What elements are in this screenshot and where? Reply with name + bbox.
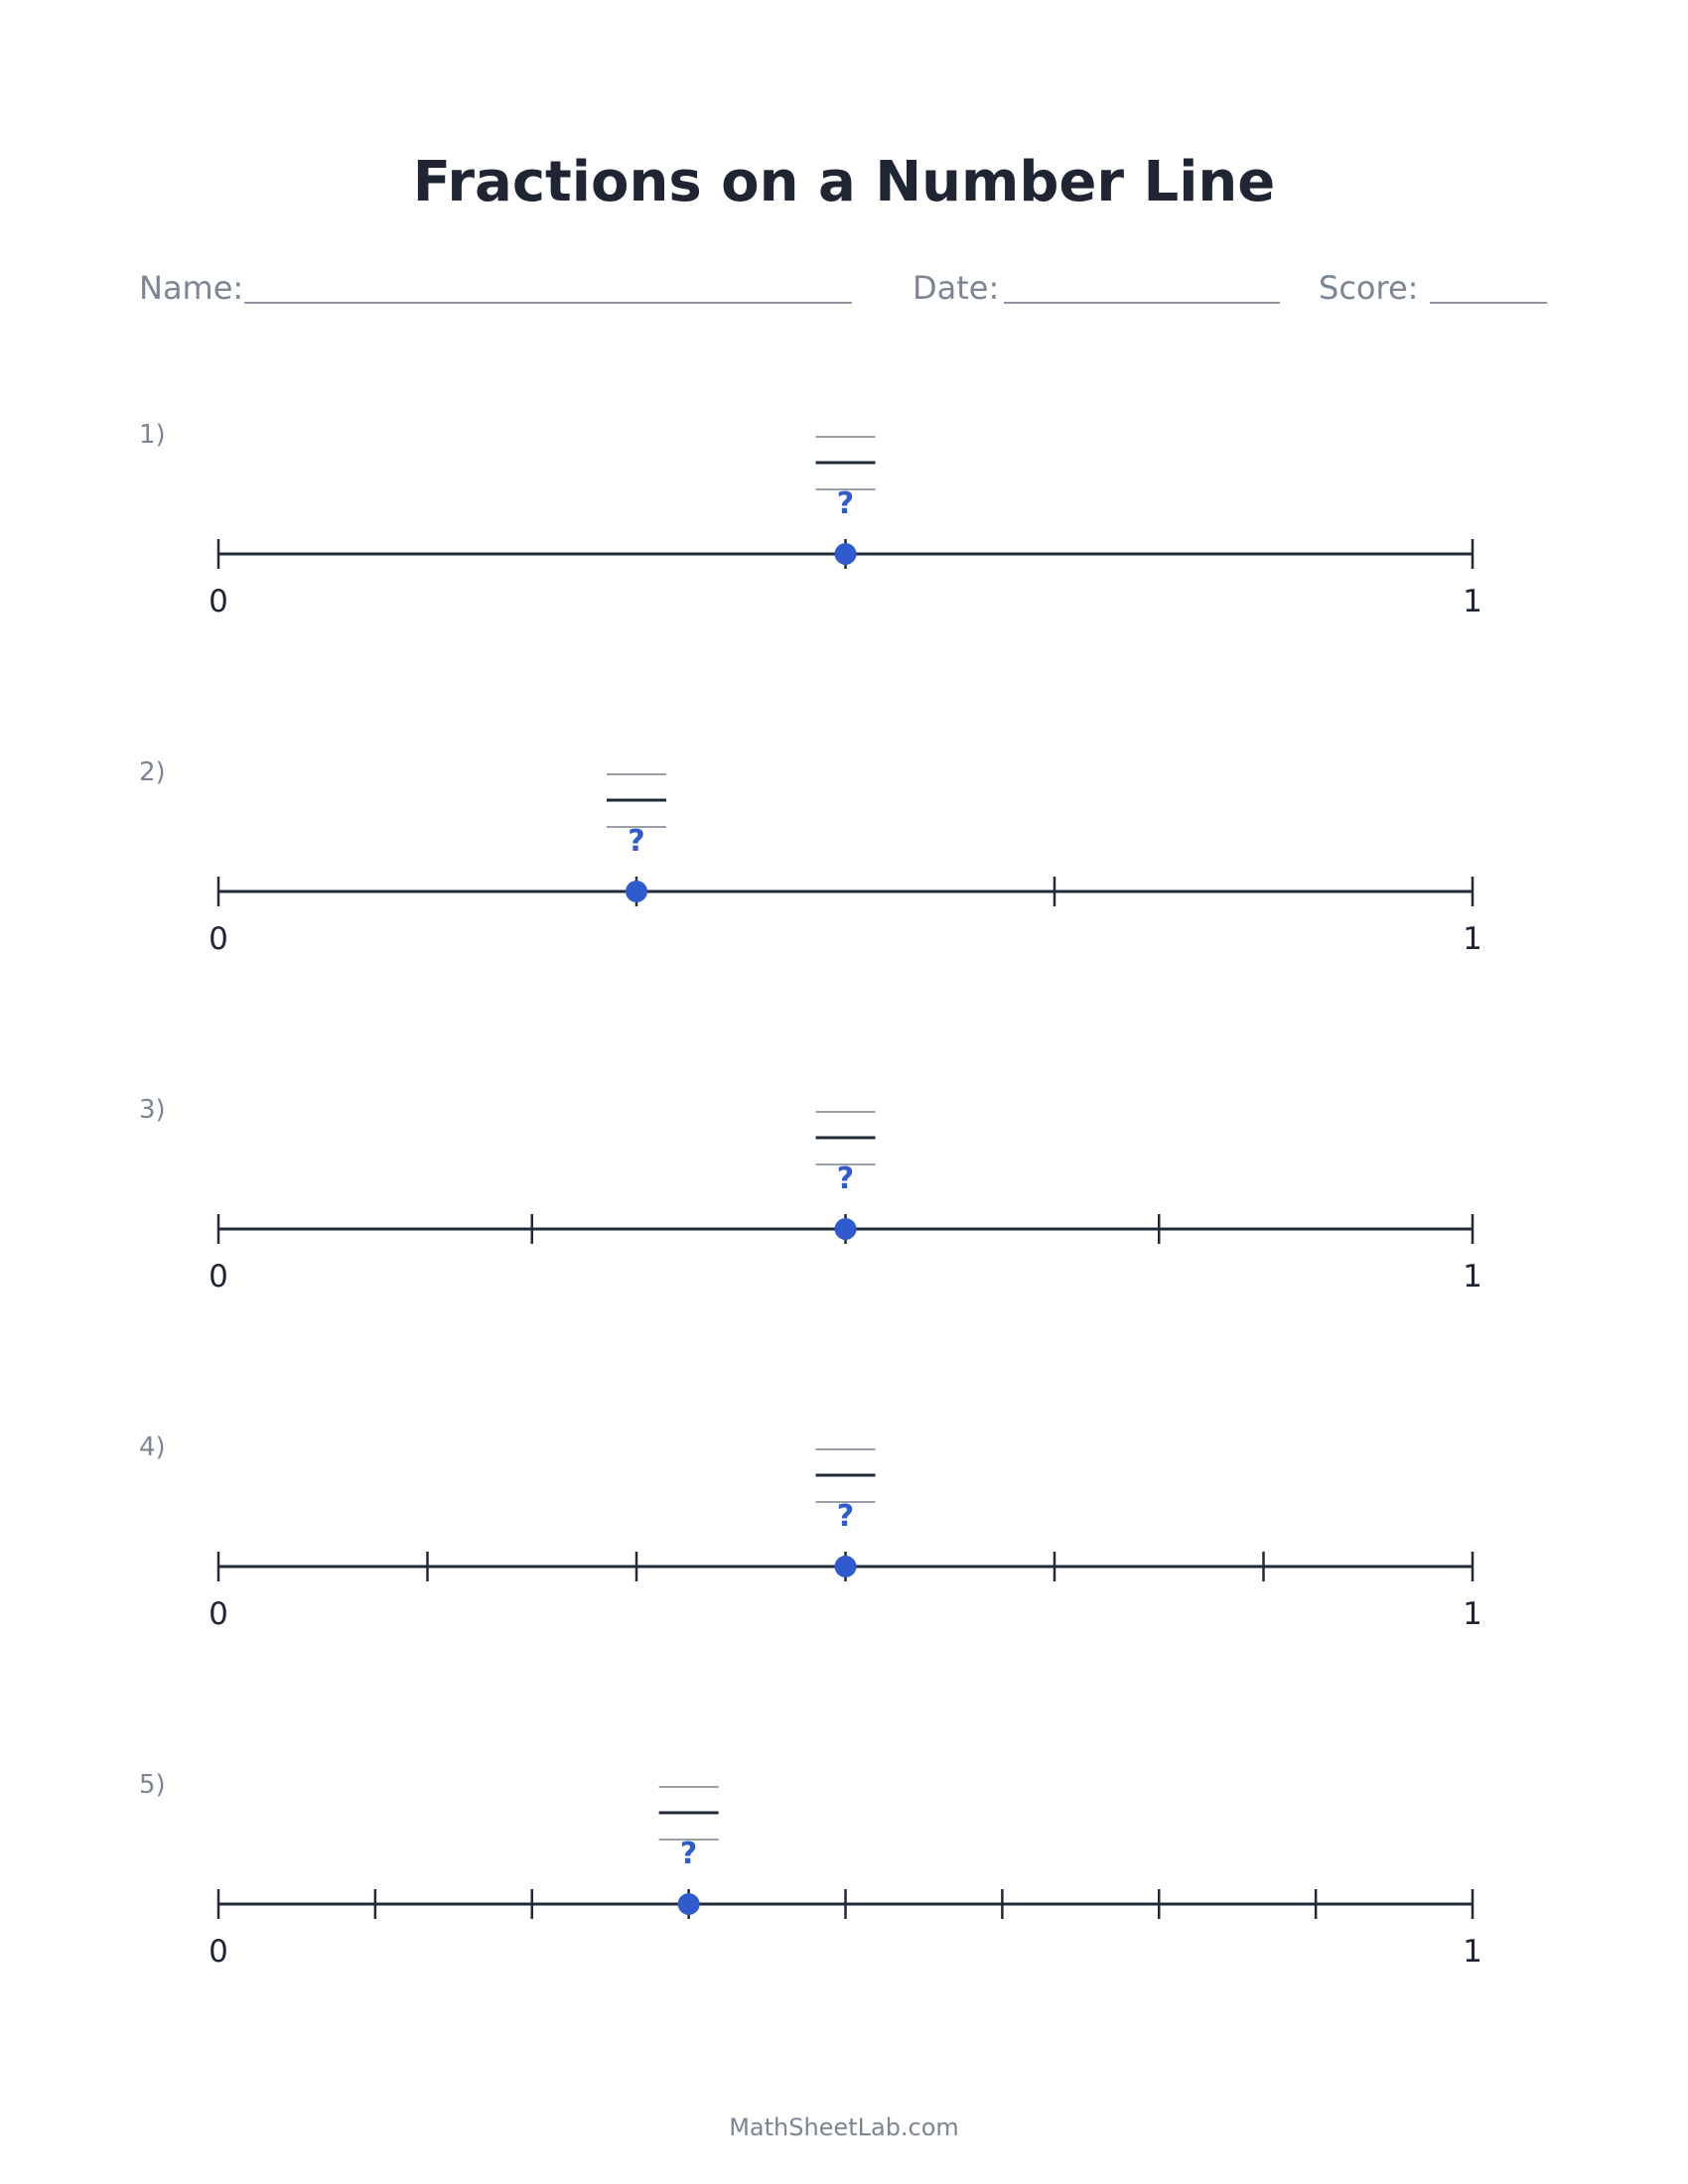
date-field[interactable] (1004, 302, 1280, 304)
end-label: 1 (1463, 1259, 1482, 1295)
unknown-mark: ? (837, 486, 854, 521)
plotted-point (626, 881, 647, 902)
unknown-mark: ? (628, 824, 644, 859)
number-line-3: 0 1? (209, 1111, 1482, 1295)
unknown-mark: ? (837, 1161, 854, 1196)
end-label: 1 (1463, 1934, 1482, 1970)
number-line-5: 0 1? (209, 1786, 1482, 1970)
end-label: 1 (1463, 921, 1482, 957)
start-label: 0 (209, 921, 228, 957)
name-field[interactable] (244, 302, 852, 304)
number-line-2: 0 1? (209, 773, 1482, 957)
problem-number: 1) (139, 420, 166, 450)
start-label: 0 (209, 1934, 228, 1970)
plotted-point (677, 1893, 700, 1915)
plotted-point (834, 1556, 857, 1577)
name-label: Name: (139, 269, 244, 307)
problem-number: 4) (139, 1433, 166, 1462)
start-label: 0 (209, 1259, 228, 1295)
unknown-mark: ? (680, 1837, 697, 1871)
worksheet-title: Fractions on a Number Line (412, 150, 1276, 214)
start-label: 0 (209, 1596, 228, 1632)
plotted-point (834, 543, 857, 565)
problem-number: 5) (139, 1770, 166, 1800)
number-line-4: 0 1? (209, 1448, 1482, 1632)
date-label: Date: (913, 269, 1000, 307)
footer-brand: MathSheetLab.com (729, 2114, 959, 2141)
end-label: 1 (1463, 1596, 1482, 1632)
start-label: 0 (209, 584, 228, 619)
problem-number: 2) (139, 757, 166, 787)
unknown-mark: ? (837, 1499, 854, 1534)
end-label: 1 (1463, 584, 1482, 619)
number-line-1: 0 1? (209, 436, 1482, 619)
score-label: Score: (1319, 269, 1419, 307)
plotted-point (834, 1218, 857, 1240)
score-field[interactable] (1430, 302, 1547, 304)
problem-number: 3) (139, 1095, 166, 1125)
